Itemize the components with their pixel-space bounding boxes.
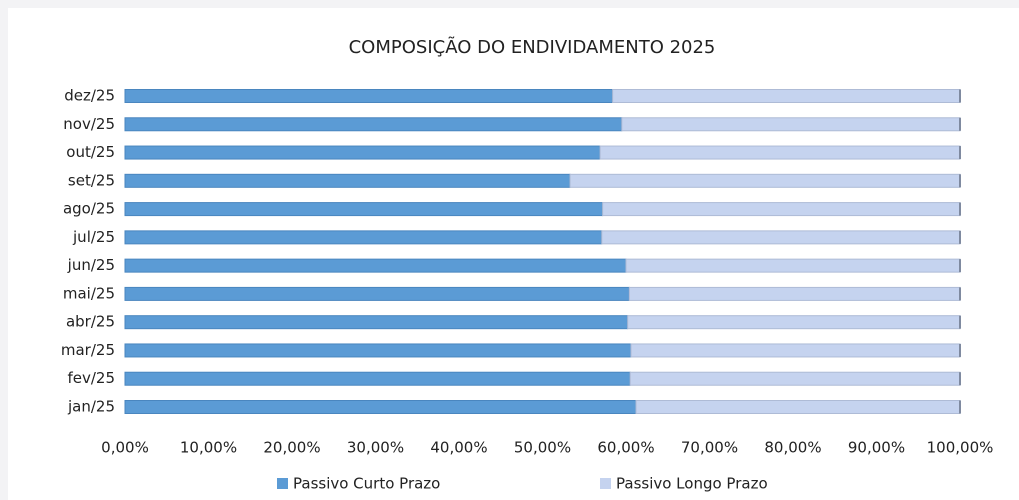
chart-background xyxy=(8,8,1019,500)
y-tick-label: mar/25 xyxy=(61,341,115,359)
bar-segment xyxy=(124,258,627,273)
bar-segment xyxy=(629,371,961,386)
y-tick-label: abr/25 xyxy=(66,313,115,331)
bar-end xyxy=(959,287,961,301)
y-tick-label: nov/25 xyxy=(63,115,115,133)
bar-segment xyxy=(630,343,961,358)
y-tick-label: out/25 xyxy=(66,143,115,161)
x-tick-label: 90,00% xyxy=(848,439,905,457)
bar-segment xyxy=(621,117,961,132)
x-tick-label: 60,00% xyxy=(597,439,654,457)
bar-end xyxy=(959,343,961,357)
x-tick-label: 10,00% xyxy=(180,439,237,457)
chart-title: COMPOSIÇÃO DO ENDIVIDAMENTO 2025 xyxy=(349,36,716,58)
y-tick-label: ago/25 xyxy=(63,200,115,218)
legend-swatch xyxy=(600,478,611,489)
x-tick-label: 40,00% xyxy=(430,439,487,457)
x-tick-label: 80,00% xyxy=(764,439,821,457)
bar-segment xyxy=(627,315,961,330)
bar-segment xyxy=(124,315,629,330)
y-tick-label: set/25 xyxy=(68,171,115,189)
bar-end xyxy=(959,117,961,131)
legend-label: Passivo Longo Prazo xyxy=(616,475,768,493)
bar-end xyxy=(959,146,961,160)
bar-segment xyxy=(602,202,961,217)
bar-end xyxy=(959,259,961,273)
y-tick-label: jan/25 xyxy=(67,398,115,416)
bar-end xyxy=(959,372,961,386)
bar-segment xyxy=(124,117,623,132)
y-tick-label: mai/25 xyxy=(63,284,115,302)
bar-end xyxy=(959,230,961,244)
x-tick-label: 100,00% xyxy=(927,439,994,457)
bar-end xyxy=(959,400,961,414)
y-tick-label: jul/25 xyxy=(72,228,115,246)
legend-label: Passivo Curto Prazo xyxy=(293,475,440,493)
bar-end xyxy=(959,89,961,103)
x-tick-label: 30,00% xyxy=(347,439,404,457)
x-tick-label: 70,00% xyxy=(681,439,738,457)
bar-segment xyxy=(635,400,961,414)
bar-end xyxy=(959,174,961,188)
bar-segment xyxy=(124,343,632,358)
bar-segment xyxy=(599,145,961,160)
bar-end xyxy=(959,202,961,216)
bar-segment xyxy=(124,286,630,301)
bar-segment xyxy=(124,202,604,217)
legend-swatch xyxy=(277,478,288,489)
bar-segment xyxy=(569,173,961,188)
bar-segment xyxy=(124,145,601,160)
y-tick-label: fev/25 xyxy=(67,369,115,387)
bar-segment xyxy=(628,286,961,301)
bar-segment xyxy=(612,89,961,103)
y-tick-label: jun/25 xyxy=(67,256,115,274)
bar-segment xyxy=(601,230,961,245)
bar-segment xyxy=(625,258,961,273)
bar-segment xyxy=(124,371,631,386)
bar-end xyxy=(959,315,961,329)
y-tick-label: dez/25 xyxy=(64,87,115,105)
bar-segment xyxy=(124,173,571,188)
bar-segment xyxy=(124,230,603,245)
x-tick-label: 0,00% xyxy=(101,439,149,457)
bar-segment xyxy=(124,400,637,414)
x-tick-label: 20,00% xyxy=(263,439,320,457)
x-tick-label: 50,00% xyxy=(514,439,571,457)
bar-segment xyxy=(124,89,614,103)
